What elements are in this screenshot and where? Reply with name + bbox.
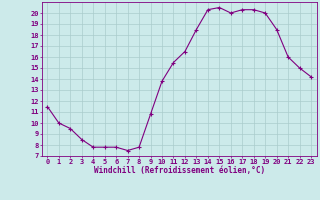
X-axis label: Windchill (Refroidissement éolien,°C): Windchill (Refroidissement éolien,°C) — [94, 166, 265, 175]
